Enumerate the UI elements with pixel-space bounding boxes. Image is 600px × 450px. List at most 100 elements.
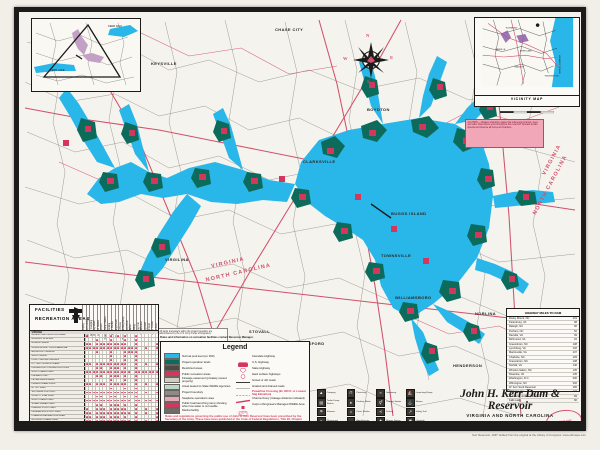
- facility-symbol-item: ▲ Camping: [317, 389, 346, 398]
- facility-cell-available: [98, 346, 103, 350]
- facilities-column-header: Comfort Station: [96, 305, 101, 336]
- facility-cell-available: [98, 403, 103, 407]
- facilities-column-header: Courtesy Dock: [125, 305, 130, 336]
- facility-cell-empty: [140, 354, 145, 358]
- table-row[interactable]: HOLLY GROVE LANDING: [30, 358, 158, 363]
- dam-detail-inset[interactable]: KERR DAM KERR LAKE: [31, 18, 143, 94]
- facility-cell-empty: [154, 354, 159, 358]
- table-row[interactable]: GOAT ISLAND: [30, 354, 159, 359]
- facilities-table-body[interactable]: VIRGINIA BLUESTONE / ECKHOLS AREA BUFFALO …: [30, 331, 158, 421]
- facility-symbol-item: ≈ Swimming: [376, 389, 405, 398]
- mileage-city: Martinsville, VA: [509, 351, 527, 355]
- facility-cells: [84, 411, 159, 415]
- facility-cell-empty: [137, 338, 141, 342]
- facility-cell-empty: [137, 403, 141, 407]
- facilities-column-header: Fishing: [132, 305, 137, 332]
- facility-cell-empty: [105, 374, 110, 378]
- table-row[interactable]: KIMBALL POINT PARK: [30, 407, 158, 412]
- facility-cell-available: [109, 391, 113, 395]
- facility-cell-available: [112, 342, 117, 346]
- facility-cell-empty: [91, 411, 96, 415]
- mileage-row: Raleigh, NC 66: [507, 325, 579, 330]
- facility-cell-empty: [130, 403, 134, 407]
- facility-symbol-item: ★ Ranger Station: [376, 416, 405, 421]
- table-row[interactable]: IVY HILL / RUDDS CREEK: [30, 362, 158, 367]
- table-row[interactable]: BLUESTONE / ECKHOLS AREA: [30, 334, 158, 339]
- facility-cell-available: [126, 391, 131, 395]
- table-row[interactable]: SATTERWHITE POINT: [30, 391, 158, 396]
- table-row[interactable]: NORTH BEND PARK: [30, 399, 158, 404]
- table-row[interactable]: ELKWOOD / MARINA: [30, 350, 158, 355]
- facility-cell-empty: [147, 403, 152, 407]
- table-row[interactable]: NORTH BEND PARK: [30, 370, 158, 375]
- facility-cell-empty: [88, 378, 92, 382]
- facility-cell-empty: [140, 395, 145, 399]
- table-row[interactable]: STEED CREEK PARK: [30, 403, 158, 408]
- mileage-value: 146: [572, 364, 577, 368]
- table-row[interactable]: PETERSBURG AREA: [30, 378, 158, 383]
- facility-cell-empty: [137, 395, 141, 399]
- facility-cell-empty: [91, 362, 96, 366]
- facility-cell-empty: [140, 382, 145, 386]
- town-label: BUGGS ISLAND: [391, 211, 427, 216]
- legend-item-label: Seaplane operations area: [182, 396, 214, 401]
- table-row[interactable]: NUTBUSH CREEK PARK: [30, 419, 158, 421]
- legend-symbol-line-red: [235, 391, 251, 403]
- town-label: HENDERSON: [453, 363, 483, 368]
- facility-name-cell: STEED CREEK PARK: [30, 403, 85, 407]
- table-row[interactable]: PALMER POINT: [30, 374, 158, 379]
- facility-cell-empty: [151, 350, 155, 354]
- facility-cell-empty: [130, 334, 134, 338]
- table-row[interactable]: HIBERNIA RECREATION AREA: [30, 415, 158, 420]
- facility-cell-available: [123, 362, 127, 366]
- facility-cell-available: [95, 411, 99, 415]
- facilities-section-header: VIRGINIA: [30, 331, 158, 335]
- mileage-city: Danville, VA: [509, 333, 523, 337]
- mileage-row: Norfolk, VA 146: [507, 364, 579, 369]
- facility-cell-available: [109, 382, 113, 386]
- legend-item: Hard surface highways: [236, 371, 306, 384]
- table-row[interactable]: HENDERSON POINT PARK: [30, 411, 159, 416]
- facility-cell-empty: [91, 387, 96, 391]
- facility-cell-empty: [126, 387, 131, 391]
- facilities-table[interactable]: FACILITIES RECREATION AREAS Camping Elect…: [29, 304, 159, 421]
- table-row[interactable]: BUFFALO SPRINGS: [30, 338, 158, 343]
- vicinity-map-inset[interactable]: RICHMOND DANVILLE KERR LAKE RALEIGH WILM…: [474, 17, 580, 114]
- facility-cell-empty: [130, 354, 134, 358]
- facility-cell-available: [88, 362, 92, 366]
- facility-symbol-item: ⚥ Comfort Station: [376, 398, 405, 407]
- facility-cell-available: [84, 411, 89, 415]
- facility-cell-empty: [144, 387, 148, 391]
- facility-cell-available: [102, 346, 106, 350]
- facilities-column-header: Amphitheater: [140, 305, 144, 335]
- trailer-icon: ▤: [317, 398, 326, 407]
- facility-cell-available: [109, 366, 113, 370]
- facility-name-cell: HOLLY GROVE LANDING: [30, 358, 85, 362]
- facility-symbol-label: Launching Ramp: [415, 392, 433, 395]
- facility-cell-available: [133, 415, 138, 419]
- mileage-table[interactable]: HIGHWAY MILES TO DAM Rocky Mount, NC 101 P…: [506, 308, 580, 404]
- facility-cell-available: [98, 391, 103, 395]
- facility-cell-available: [154, 419, 159, 421]
- facility-cell-empty: [147, 382, 152, 386]
- town-label: VIRGILINA: [165, 257, 189, 262]
- table-row[interactable]: CLARKSVILLE / OCCONEECHEE: [30, 346, 158, 351]
- facility-cell-available: [130, 350, 134, 354]
- facility-cell-available: [116, 415, 120, 419]
- facility-cell-empty: [102, 350, 106, 354]
- facility-cell-available: [116, 407, 120, 411]
- facility-cell-empty: [88, 374, 92, 378]
- facilities-column-header: Marina: [129, 305, 133, 332]
- legend-panel[interactable]: Legend Normal pool level (el. 300) Projec…: [160, 341, 310, 421]
- facility-cell-empty: [130, 411, 134, 415]
- facility-cell-available: [133, 378, 138, 382]
- facility-cell-empty: [151, 407, 155, 411]
- facility-cell-available: [123, 415, 127, 419]
- facilities-column-header: Hiking Trail: [136, 305, 140, 334]
- facility-cell-available: [102, 362, 106, 366]
- table-row[interactable]: ISLAND CREEK PARK: [30, 382, 158, 387]
- facility-cell-empty: [130, 342, 134, 346]
- facility-cell-empty: [105, 366, 110, 370]
- facility-cell-empty: [137, 419, 141, 421]
